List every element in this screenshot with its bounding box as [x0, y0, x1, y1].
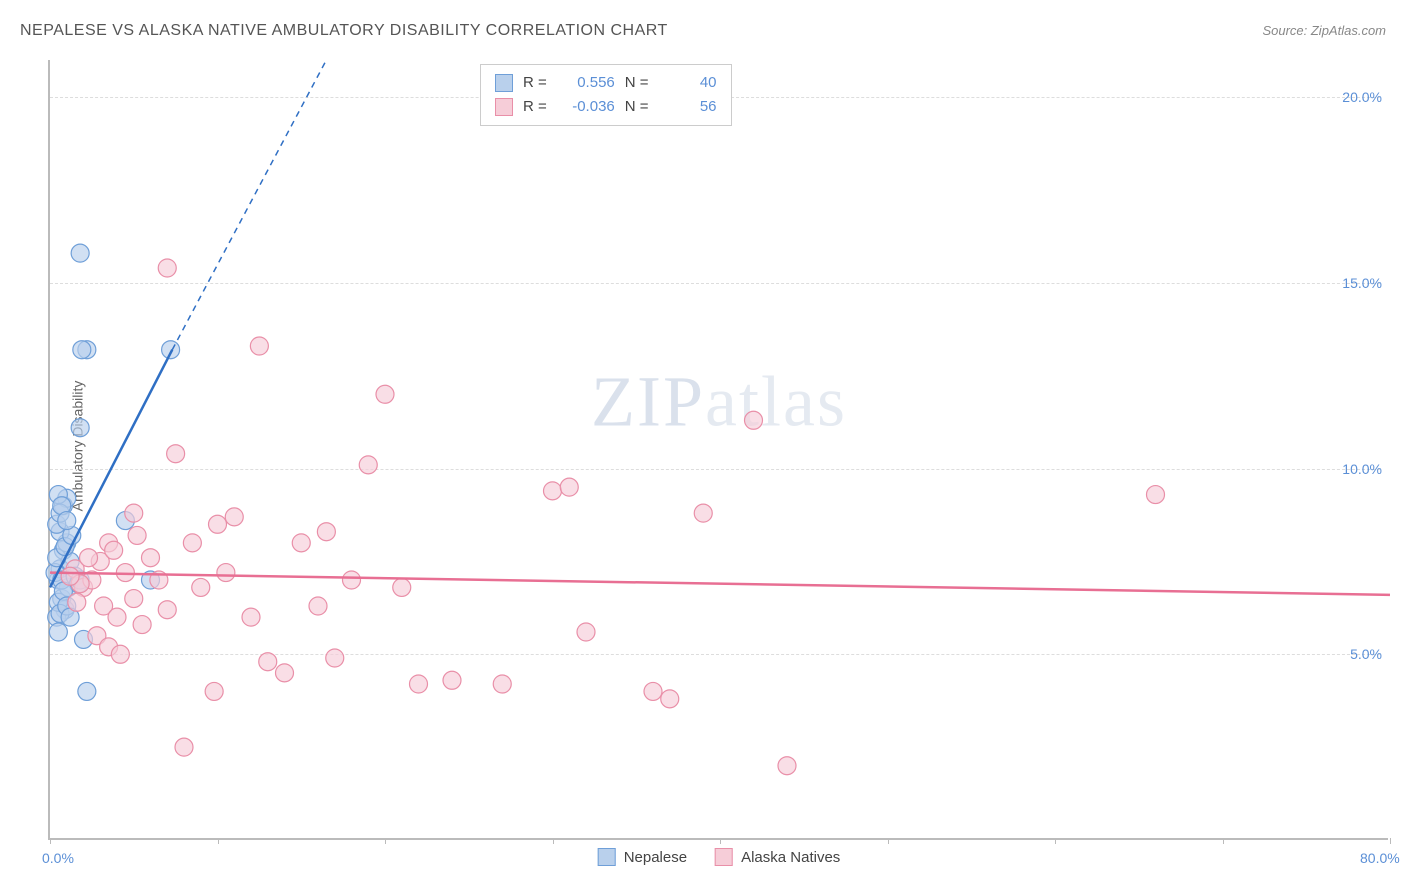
stat-r-value-0: 0.556	[557, 71, 615, 95]
x-tick-label: 80.0%	[1360, 850, 1400, 866]
stat-r-label: R =	[523, 95, 547, 119]
plot-area: ZIPatlas 5.0%10.0%15.0%20.0% R = 0.556 N…	[48, 60, 1388, 840]
scatter-overlay	[50, 60, 1388, 838]
title-bar: NEPALESE VS ALASKA NATIVE AMBULATORY DIS…	[20, 22, 1386, 40]
legend-item-nepalese: Nepalese	[598, 848, 687, 866]
legend-bottom: Nepalese Alaska Natives	[598, 848, 841, 866]
legend-label: Alaska Natives	[741, 849, 840, 866]
stat-n-value-0: 40	[659, 71, 717, 95]
stat-r-value-1: -0.036	[557, 95, 615, 119]
legend-item-alaska: Alaska Natives	[715, 848, 840, 866]
stat-r-label: R =	[523, 71, 547, 95]
x-tick-label: 0.0%	[42, 850, 74, 866]
source-label: Source: ZipAtlas.com	[1262, 23, 1386, 38]
legend-label: Nepalese	[624, 849, 687, 866]
legend-stats-box: R = 0.556 N = 40 R = -0.036 N = 56	[480, 64, 732, 126]
swatch-alaska	[715, 848, 733, 866]
stat-n-label: N =	[625, 95, 649, 119]
swatch-alaska	[495, 98, 513, 116]
swatch-nepalese	[598, 848, 616, 866]
chart-title: NEPALESE VS ALASKA NATIVE AMBULATORY DIS…	[20, 22, 668, 40]
legend-stats-row-1: R = -0.036 N = 56	[495, 95, 717, 119]
swatch-nepalese	[495, 74, 513, 92]
stat-n-label: N =	[625, 71, 649, 95]
stat-n-value-1: 56	[659, 95, 717, 119]
legend-stats-row-0: R = 0.556 N = 40	[495, 71, 717, 95]
